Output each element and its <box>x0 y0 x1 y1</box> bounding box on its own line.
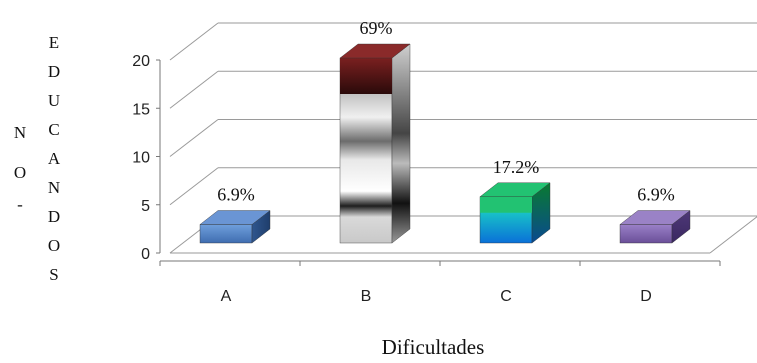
y-axis-title-letter: C <box>48 120 59 139</box>
y-axis-title-letter: D <box>48 207 60 226</box>
gridline-diagonal <box>169 70 219 109</box>
bar-top <box>619 210 691 225</box>
gridline-diagonal <box>169 119 219 157</box>
bar-top <box>199 210 271 225</box>
gridline-diagonal <box>169 167 219 206</box>
gridlines <box>169 22 757 254</box>
floor-right-edge <box>709 216 757 254</box>
gridline-diagonal <box>169 22 219 61</box>
y-axis-title-letter: U <box>48 91 60 110</box>
y-axis-title-letter: S <box>49 265 58 284</box>
bar-cap <box>480 196 532 213</box>
x-axis-title: Dificultades <box>382 335 485 359</box>
y-axis-title-letter: E <box>49 33 59 52</box>
bar-top <box>479 182 551 197</box>
y-axis-title-letter: A <box>48 149 61 168</box>
x-tick-label: D <box>640 288 652 305</box>
y-axis-title-prefix: N <box>14 123 26 142</box>
axes <box>156 59 721 266</box>
y-tick-label: 10 <box>132 150 150 167</box>
bar-cap <box>340 58 392 94</box>
bar-d <box>619 210 691 244</box>
x-tick-label: C <box>500 288 512 305</box>
chart-text: 0 5 10 15 20 6.9% A 69% B 17.2% C 6.9% D Dificultades… <box>14 18 675 359</box>
y-tick-label: 15 <box>132 101 150 118</box>
y-axis-title-prefix: - <box>17 195 23 214</box>
bar-top <box>339 43 411 59</box>
bar-side <box>391 43 411 244</box>
bar-c <box>479 182 551 244</box>
y-tick-label: 0 <box>141 246 150 263</box>
data-label: 6.9% <box>217 185 255 205</box>
data-label: 69% <box>360 18 393 38</box>
y-tick-label: 5 <box>141 198 150 215</box>
data-label: 6.9% <box>637 185 675 205</box>
bars <box>199 43 691 244</box>
bar-front <box>199 224 253 244</box>
x-tick-label: A <box>221 288 232 305</box>
bar-a <box>199 210 271 244</box>
x-tick-label: B <box>361 288 372 305</box>
y-tick-label: 20 <box>132 53 150 70</box>
y-axis-title-prefix: O <box>14 163 26 182</box>
y-axis-title-letter: N <box>48 178 60 197</box>
y-axis-title-letter: D <box>48 62 60 81</box>
bar-b <box>339 43 411 244</box>
y-axis-title-letter: O <box>48 236 60 255</box>
data-label: 17.2% <box>493 157 540 177</box>
bar-front <box>619 224 673 244</box>
